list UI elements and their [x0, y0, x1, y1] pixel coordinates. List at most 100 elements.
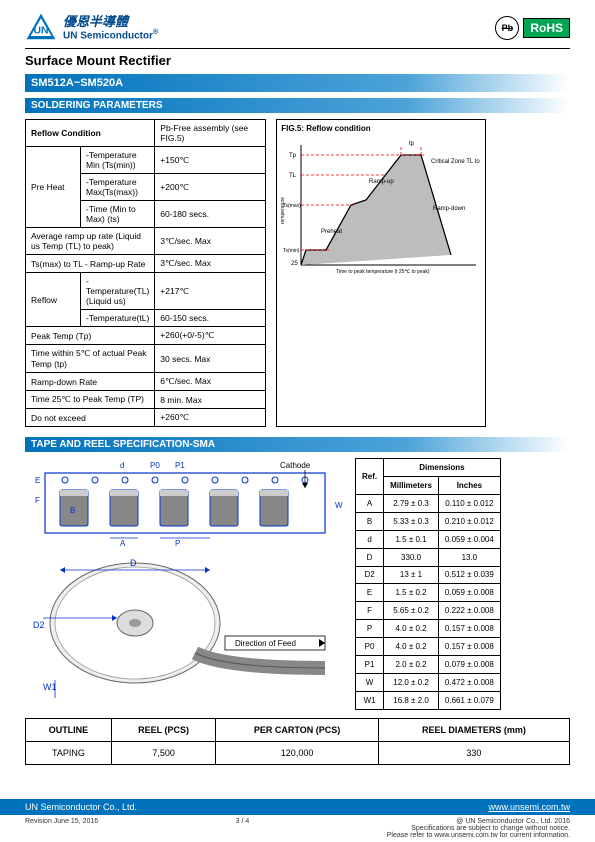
svg-text:P0: P0	[150, 461, 160, 470]
dim-ref: D	[356, 548, 384, 566]
svg-text:P1: P1	[175, 461, 185, 470]
tape-diagram-icon: d P0 P1 Cathode E F W	[25, 458, 345, 708]
dim-header-in: Inches	[438, 476, 500, 494]
table-cell: 8 min. Max	[155, 391, 266, 409]
table-cell: +200℃	[155, 174, 266, 201]
table-cell: -Temperature(TL)(Liquid us)	[81, 273, 155, 310]
footer-notes: @ UN Semiconductor Co., Ltd. 2016 Specif…	[387, 818, 570, 839]
dim-ref: d	[356, 530, 384, 548]
table-cell: 60-180 secs.	[155, 201, 266, 228]
dim-in: 0.059 ± 0.004	[438, 530, 500, 548]
dim-in: 0.157 ± 0.008	[438, 620, 500, 638]
svg-text:UN: UN	[33, 26, 48, 37]
solder-header-condition: Reflow Condition	[26, 120, 155, 147]
section-soldering-heading: SOLDERING PARAMETERS	[25, 98, 570, 113]
svg-text:Ramp-down: Ramp-down	[433, 206, 465, 212]
page-header: UN 優恩半導體 UN Semiconductor® Pb RoHS	[25, 12, 570, 44]
table-cell: 6℃/sec. Max	[155, 373, 266, 391]
pack-cell: 120,000	[216, 742, 379, 765]
table-cell: -Temperature(tL)	[81, 310, 155, 327]
svg-text:Critical Zone TL to TP: Critical Zone TL to TP	[431, 159, 481, 165]
svg-text:TL: TL	[289, 173, 297, 179]
table-cell: 3℃/sec. Max	[155, 255, 266, 273]
table-cell: 3℃/sec. Max	[155, 228, 266, 255]
part-number-bar: SM512A~SM520A	[25, 74, 570, 92]
table-cell: Peak Temp (Tp)	[26, 327, 155, 345]
svg-text:Tp: Tp	[289, 153, 297, 159]
table-cell: 30 secs. Max	[155, 345, 266, 373]
svg-text:D: D	[130, 558, 137, 568]
dim-mm: 12.0 ± 0.2	[384, 674, 439, 692]
table-cell: -Time (Min to Max) (ts)	[81, 201, 155, 228]
company-name-cn: 優恩半導體	[63, 15, 158, 29]
footer-company: UN Semiconductor Co., Ltd.	[25, 802, 137, 812]
svg-text:A: A	[120, 539, 126, 548]
svg-text:25: 25	[291, 261, 298, 267]
pack-header: OUTLINE	[26, 719, 112, 742]
pack-header: REEL (PCS)	[111, 719, 215, 742]
svg-text:Ts(min): Ts(min)	[283, 248, 300, 254]
pack-header: REEL DIAMETERS (mm)	[378, 719, 569, 742]
svg-text:d: d	[120, 461, 124, 470]
table-cell: Do not exceed	[26, 409, 155, 427]
dim-header-dimensions: Dimensions	[384, 459, 501, 477]
reflow-figure-caption: FIG.5: Reflow condition	[281, 124, 481, 133]
pack-cell: 330	[378, 742, 569, 765]
svg-text:W: W	[335, 501, 343, 510]
dim-ref: F	[356, 602, 384, 620]
packaging-table: OUTLINE REEL (PCS) PER CARTON (PCS) REEL…	[25, 718, 570, 765]
dim-mm: 5.65 ± 0.2	[384, 602, 439, 620]
page-title: Surface Mount Rectifier	[25, 53, 570, 68]
svg-text:Direction of Feed: Direction of Feed	[235, 639, 296, 648]
dim-mm: 1.5 ± 0.2	[384, 584, 439, 602]
dim-ref: B	[356, 512, 384, 530]
preheat-label: Pre Heat	[26, 147, 81, 228]
company-name-en: UN Semiconductor®	[63, 29, 158, 41]
dim-mm: 5.33 ± 0.3	[384, 512, 439, 530]
dim-ref: W	[356, 674, 384, 692]
dimensions-table: Ref. Dimensions Millimeters Inches A2.79…	[355, 458, 501, 710]
table-cell: Time 25℃ to Peak Temp (TP)	[26, 391, 155, 409]
pack-cell: 7,500	[111, 742, 215, 765]
dim-in: 0.210 ± 0.012	[438, 512, 500, 530]
dim-ref: P1	[356, 656, 384, 674]
dim-header-mm: Millimeters	[384, 476, 439, 494]
footer-url: www.unsemi.com.tw	[488, 802, 570, 812]
dim-mm: 16.8 ± 2.0	[384, 691, 439, 709]
dim-mm: 2.0 ± 0.2	[384, 656, 439, 674]
svg-text:tp: tp	[409, 141, 415, 147]
compliance-badges: Pb RoHS	[495, 16, 570, 40]
dim-in: 0.472 ± 0.008	[438, 674, 500, 692]
dim-in: 0.079 ± 0.008	[438, 656, 500, 674]
dim-in: 13.0	[438, 548, 500, 566]
solder-header-value: Pb-Free assembly (see FIG.5)	[155, 120, 266, 147]
table-cell: +260(+0/-5)℃	[155, 327, 266, 345]
table-cell: Average ramp up rate (Liquid us Temp (TL…	[26, 228, 155, 255]
logo-block: UN 優恩半導體 UN Semiconductor®	[25, 12, 158, 44]
table-cell: -Temperature Max(Ts(max))	[81, 174, 155, 201]
svg-text:W1: W1	[43, 682, 57, 692]
svg-text:Time to peak temperature (t 25: Time to peak temperature (t 25℃ to peak)	[336, 269, 430, 275]
tape-reel-diagram: d P0 P1 Cathode E F W	[25, 458, 345, 710]
svg-text:B: B	[70, 506, 75, 515]
svg-text:F: F	[35, 496, 40, 505]
svg-text:Cathode: Cathode	[280, 461, 311, 470]
reflow-figure: FIG.5: Reflow condition tp Critical Zone…	[276, 119, 486, 427]
dim-mm: 13 ± 1	[384, 566, 439, 584]
svg-text:E: E	[35, 476, 40, 485]
section-tape-heading: TAPE AND REEL SPECIFICATION-SMA	[25, 437, 570, 452]
company-logo-icon: UN	[25, 12, 57, 44]
dim-ref: P	[356, 620, 384, 638]
svg-text:Temperature: Temperature	[281, 197, 286, 225]
header-divider	[25, 48, 570, 49]
dim-mm: 4.0 ± 0.2	[384, 620, 439, 638]
footer-revision: Revision June 15, 2016	[25, 818, 98, 839]
table-cell: +260℃	[155, 409, 266, 427]
dim-mm: 2.79 ± 0.3	[384, 494, 439, 512]
svg-text:Preheat: Preheat	[321, 229, 342, 235]
table-cell: Time within 5℃ of actual Peak Temp (tp)	[26, 345, 155, 373]
footer-page: 3 / 4	[236, 818, 250, 839]
table-cell: Ramp-down Rate	[26, 373, 155, 391]
dim-mm: 4.0 ± 0.2	[384, 638, 439, 656]
dim-in: 0.222 ± 0.008	[438, 602, 500, 620]
